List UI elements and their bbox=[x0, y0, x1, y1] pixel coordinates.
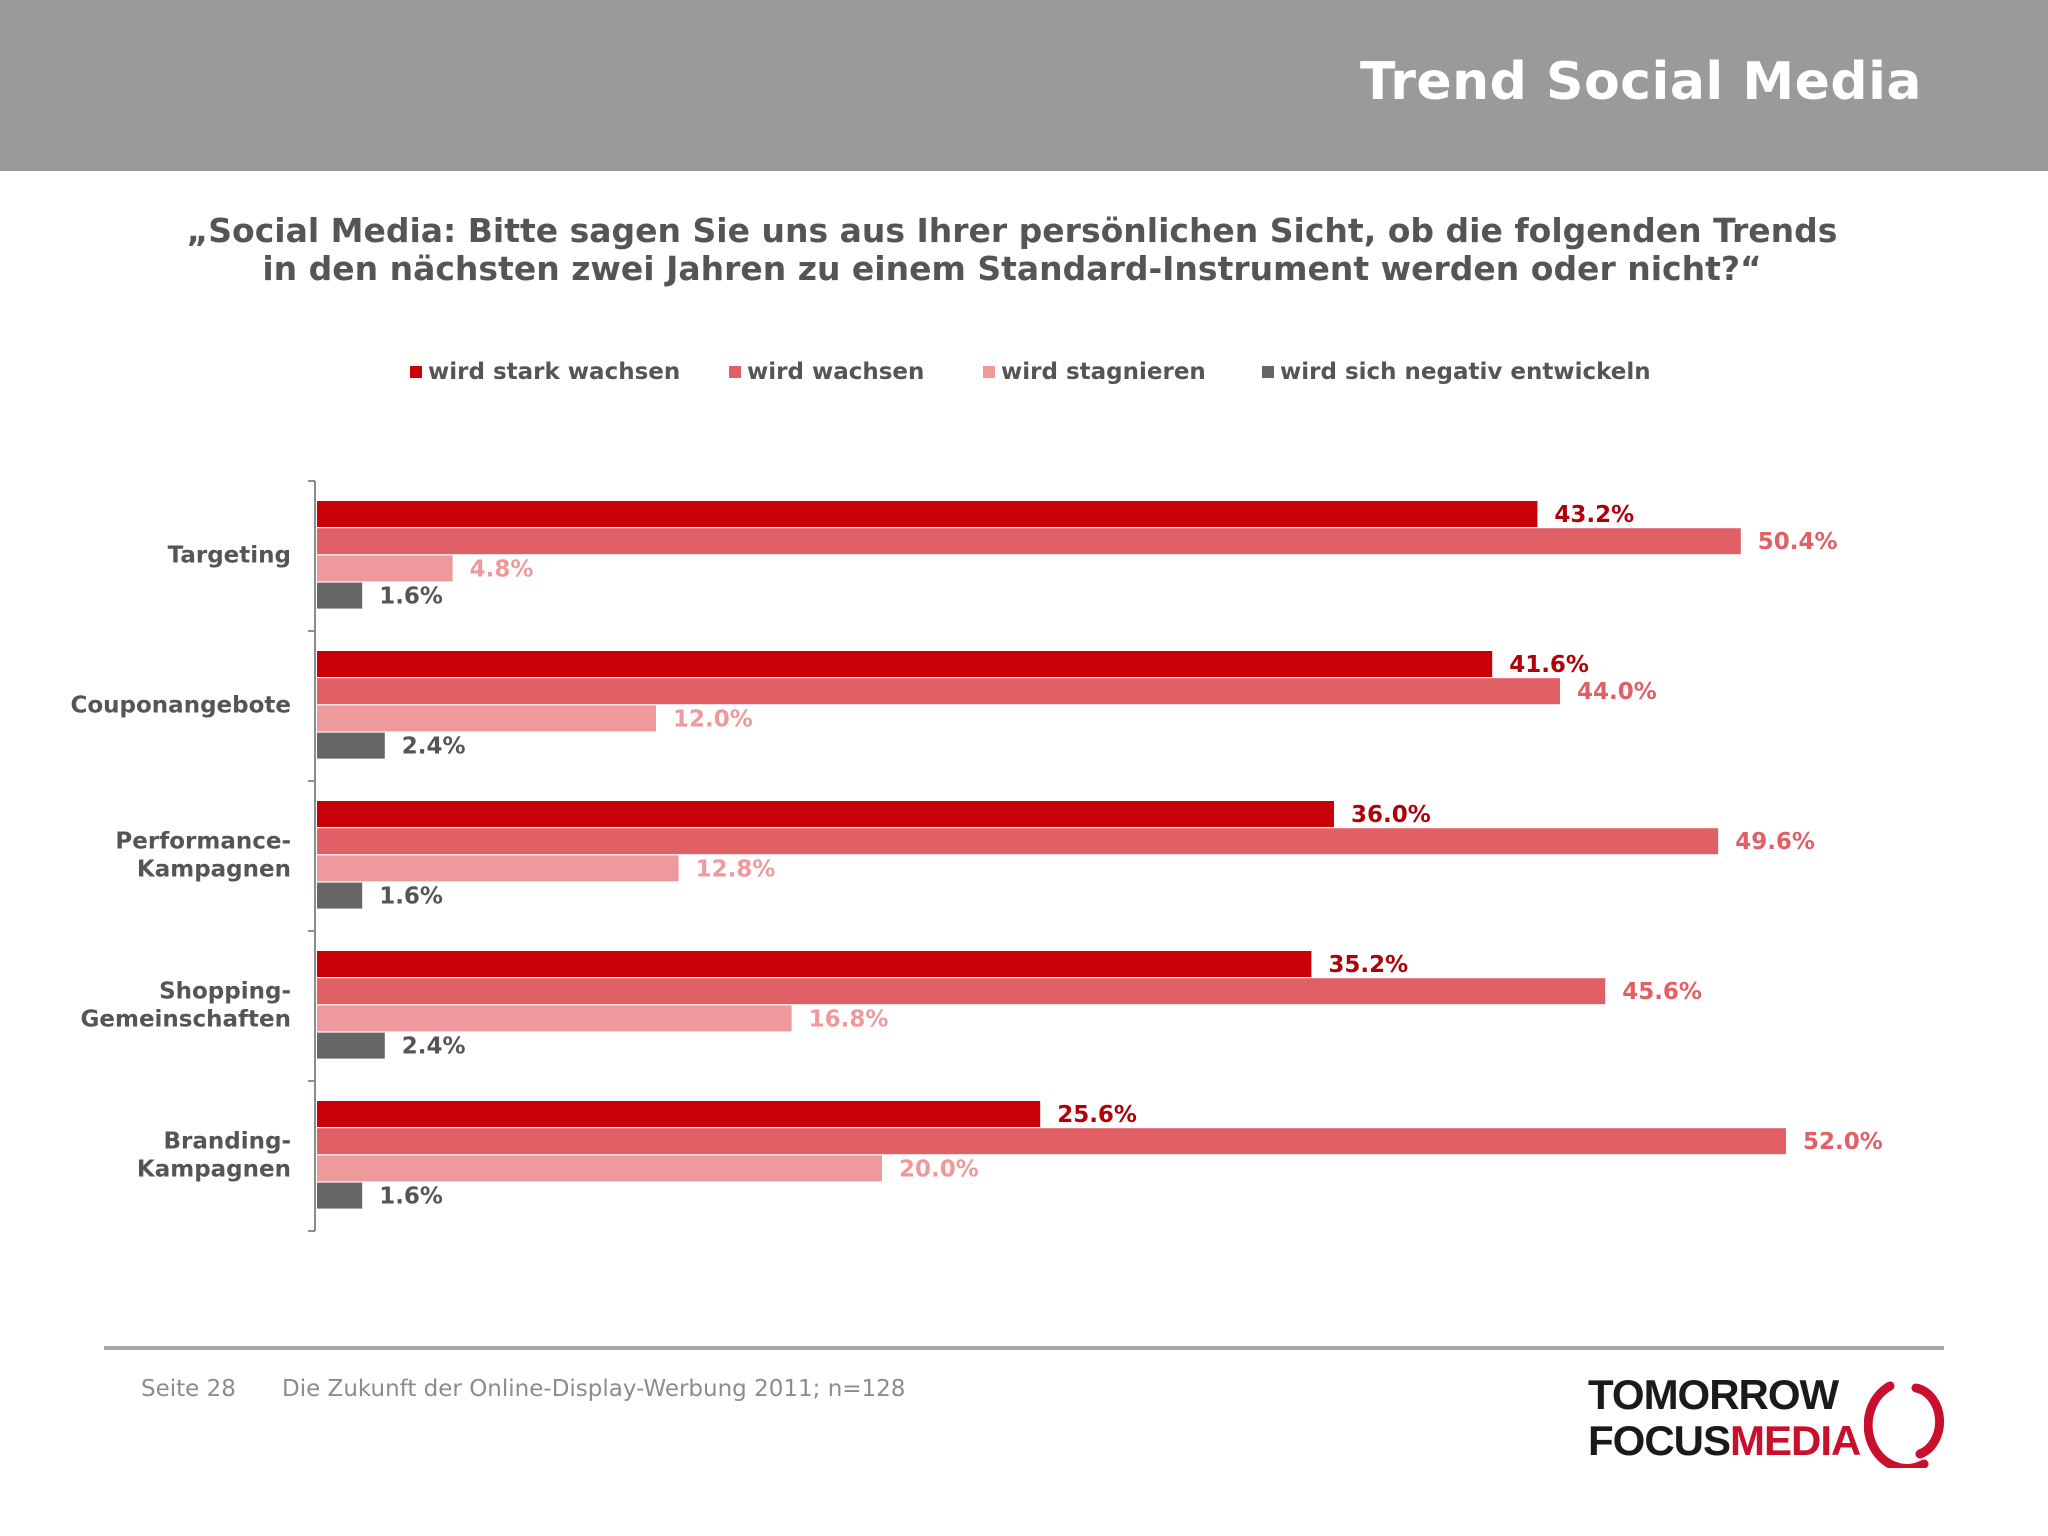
data-label: 12.8% bbox=[696, 856, 776, 882]
survey-question-line-1: „Social Media: Bitte sagen Sie uns aus I… bbox=[186, 211, 1838, 250]
data-label: 2.4% bbox=[402, 734, 466, 760]
category-label: Targeting bbox=[168, 542, 291, 568]
bar bbox=[317, 1128, 1786, 1155]
bar bbox=[317, 678, 1560, 705]
data-label: 16.8% bbox=[809, 1006, 889, 1032]
data-label: 2.4% bbox=[402, 1034, 466, 1060]
data-label: 43.2% bbox=[1554, 502, 1634, 528]
header-band bbox=[0, 0, 2048, 171]
bar bbox=[317, 582, 363, 609]
data-label: 35.2% bbox=[1328, 952, 1408, 978]
chart-legend: wird stark wachsen wird wachsen wird sta… bbox=[0, 357, 2048, 387]
bar bbox=[317, 1155, 882, 1182]
bar bbox=[317, 828, 1719, 855]
data-label: 36.0% bbox=[1351, 802, 1431, 828]
data-label: 1.6% bbox=[379, 884, 443, 910]
data-label: 44.0% bbox=[1577, 679, 1657, 705]
footer-divider bbox=[104, 1346, 1944, 1350]
data-label: 1.6% bbox=[379, 1184, 443, 1210]
legend-label-negativ: wird sich negativ entwickeln bbox=[1280, 359, 1651, 385]
legend-item-stagnieren: wird stagnieren bbox=[983, 357, 1206, 387]
category-label: Couponangebote bbox=[70, 692, 291, 718]
logo-word-media: MEDIA bbox=[1730, 1417, 1861, 1464]
legend-item-negativ: wird sich negativ entwickeln bbox=[1262, 357, 1651, 387]
data-label: 50.4% bbox=[1758, 529, 1838, 555]
bar bbox=[317, 951, 1312, 977]
bar bbox=[317, 1005, 792, 1032]
bar bbox=[317, 855, 679, 882]
logo-line-2: FOCUSMEDIA bbox=[1588, 1417, 1861, 1464]
category-label: Branding-Kampagnen bbox=[137, 1128, 291, 1182]
bar bbox=[317, 882, 363, 909]
survey-question: „Social Media: Bitte sagen Sie uns aus I… bbox=[0, 212, 2024, 288]
data-label: 52.0% bbox=[1803, 1129, 1883, 1155]
data-label: 20.0% bbox=[899, 1156, 979, 1182]
bar bbox=[317, 528, 1741, 555]
legend-swatch-stagnieren bbox=[983, 366, 995, 378]
data-label: 1.6% bbox=[379, 584, 443, 610]
category-label: Performance-Kampagnen bbox=[115, 828, 291, 882]
legend-swatch-stark-wachsen bbox=[410, 366, 422, 378]
bar bbox=[317, 732, 385, 759]
data-label: 45.6% bbox=[1622, 979, 1702, 1005]
legend-item-wachsen: wird wachsen bbox=[729, 357, 924, 387]
page-number: Seite 28 bbox=[141, 1376, 236, 1402]
bar bbox=[317, 651, 1493, 677]
data-label: 25.6% bbox=[1057, 1102, 1137, 1128]
bar bbox=[317, 555, 453, 582]
legend-label-stagnieren: wird stagnieren bbox=[1001, 359, 1206, 385]
bar bbox=[317, 501, 1538, 527]
data-label: 41.6% bbox=[1509, 652, 1589, 678]
category-label: Shopping-Gemeinschaften bbox=[81, 978, 292, 1032]
source-note: Die Zukunft der Online-Display-Werbung 2… bbox=[282, 1376, 906, 1402]
bar bbox=[317, 1101, 1041, 1127]
survey-question-line-2: in den nächsten zwei Jahren zu einem Sta… bbox=[262, 249, 1762, 288]
page-title: Trend Social Media bbox=[1359, 52, 1922, 112]
logo-word-focus: FOCUS bbox=[1588, 1417, 1731, 1464]
data-label: 12.0% bbox=[673, 706, 753, 732]
bar bbox=[317, 705, 656, 732]
data-label: 4.8% bbox=[470, 556, 534, 582]
legend-swatch-negativ bbox=[1262, 366, 1274, 378]
legend-item-stark-wachsen: wird stark wachsen bbox=[410, 357, 680, 387]
bar-chart: Targeting 43.2% 50.4% 4.8% 1.6% Couponangebot… bbox=[70, 480, 1883, 1232]
legend-swatch-wachsen bbox=[729, 366, 741, 378]
company-logo: TOMORROW FOCUSMEDIA bbox=[1588, 1372, 1948, 1482]
logo-ring-icon bbox=[1864, 1381, 1945, 1468]
bar bbox=[317, 1182, 363, 1209]
legend-label-wachsen: wird wachsen bbox=[747, 359, 925, 385]
logo-line-1: TOMORROW bbox=[1588, 1371, 1839, 1418]
bar bbox=[317, 978, 1606, 1005]
bar bbox=[317, 801, 1334, 827]
legend-label-stark-wachsen: wird stark wachsen bbox=[428, 359, 681, 385]
data-label: 49.6% bbox=[1735, 829, 1815, 855]
bar bbox=[317, 1032, 385, 1059]
